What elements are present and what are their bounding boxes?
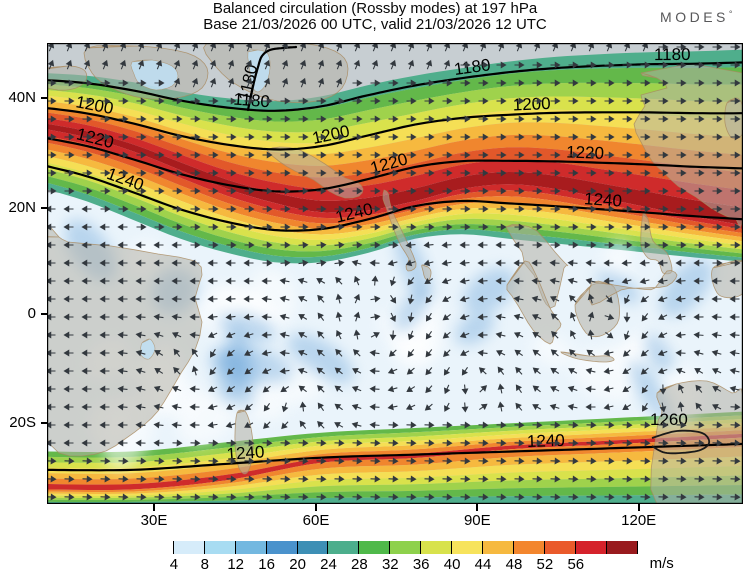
svg-text:1220: 1220: [566, 143, 604, 163]
svg-text:1240: 1240: [527, 431, 565, 451]
svg-text:1240: 1240: [584, 189, 623, 211]
svg-text:1200: 1200: [512, 94, 551, 115]
